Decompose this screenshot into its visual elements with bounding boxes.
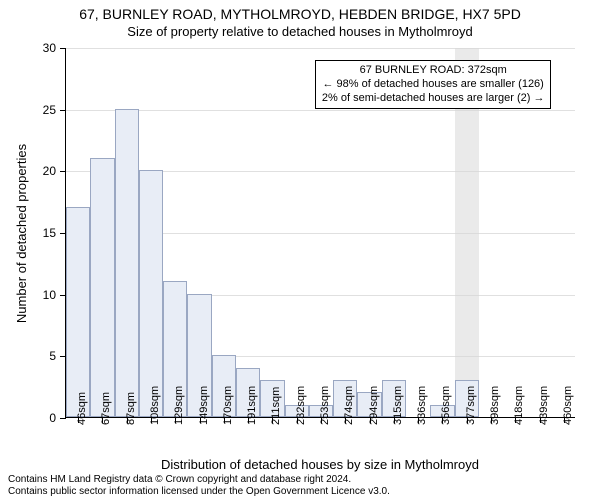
- bar: [90, 158, 114, 417]
- x-tick-label: 439sqm: [538, 386, 550, 425]
- x-tick-label: 67sqm: [100, 392, 112, 425]
- y-tick-label: 0: [49, 411, 56, 425]
- x-tick-label: 356sqm: [440, 386, 452, 425]
- bar: [66, 207, 90, 417]
- footer-attribution: Contains HM Land Registry data © Crown c…: [8, 474, 390, 498]
- y-tick-label: 30: [43, 41, 56, 55]
- x-tick-label: 294sqm: [368, 386, 380, 425]
- y-axis-label: Number of detached properties: [14, 48, 30, 418]
- chart-title-sub: Size of property relative to detached ho…: [0, 24, 600, 39]
- x-axis-label: Distribution of detached houses by size …: [65, 457, 575, 472]
- y-tick-label: 15: [43, 226, 56, 240]
- x-tick-label: 398sqm: [489, 386, 501, 425]
- x-tick-label: 377sqm: [465, 386, 477, 425]
- y-tick-label: 25: [43, 103, 56, 117]
- bar: [115, 109, 139, 417]
- x-tick-label: 87sqm: [125, 392, 137, 425]
- y-tick-label: 5: [49, 349, 56, 363]
- x-tick-label: 253sqm: [319, 386, 331, 425]
- y-tick: [60, 418, 66, 419]
- x-tick-label: 170sqm: [222, 386, 234, 425]
- y-tick: [60, 171, 66, 172]
- grid-line: [66, 110, 575, 111]
- x-tick-label: 336sqm: [416, 386, 428, 425]
- x-tick-label: 211sqm: [270, 387, 282, 425]
- x-tick-label: 191sqm: [246, 386, 258, 425]
- annotation-box: 67 BURNLEY ROAD: 372sqm ← 98% of detache…: [315, 60, 552, 109]
- x-tick-label: 274sqm: [343, 386, 355, 425]
- y-tick-label: 10: [43, 288, 56, 302]
- x-tick-label: 460sqm: [562, 386, 574, 425]
- x-tick-label: 315sqm: [392, 386, 404, 425]
- annotation-line1: 67 BURNLEY ROAD: 372sqm: [322, 64, 545, 78]
- annotation-line2: ← 98% of detached houses are smaller (12…: [322, 78, 545, 92]
- grid-line: [66, 48, 575, 49]
- annotation-line3: 2% of semi-detached houses are larger (2…: [322, 92, 545, 106]
- x-tick-label: 232sqm: [295, 386, 307, 425]
- x-tick-label: 418sqm: [513, 386, 525, 425]
- x-tick-label: 129sqm: [173, 386, 185, 425]
- y-tick: [60, 48, 66, 49]
- x-tick-label: 149sqm: [198, 386, 210, 425]
- y-tick-label: 20: [43, 164, 56, 178]
- y-tick: [60, 110, 66, 111]
- chart-title-main: 67, BURNLEY ROAD, MYTHOLMROYD, HEBDEN BR…: [0, 6, 600, 22]
- bar: [139, 170, 163, 417]
- x-tick-label: 108sqm: [149, 386, 161, 425]
- x-tick-label: 46sqm: [76, 392, 88, 425]
